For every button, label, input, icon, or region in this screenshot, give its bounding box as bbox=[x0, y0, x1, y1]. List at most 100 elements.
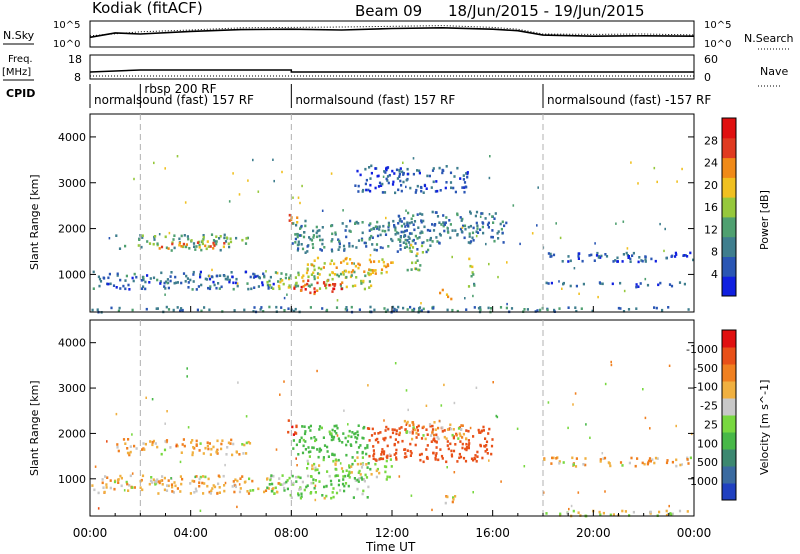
heatmap-cell bbox=[549, 252, 552, 256]
heatmap-cell bbox=[441, 288, 444, 292]
heatmap-cell bbox=[491, 229, 494, 232]
heatmap-cell bbox=[433, 439, 436, 443]
heatmap-cell bbox=[384, 436, 387, 440]
heatmap-cell bbox=[399, 217, 402, 221]
heatmap-cell bbox=[671, 512, 674, 516]
heatmap-cell bbox=[140, 279, 143, 282]
heatmap-cell bbox=[94, 465, 97, 468]
heatmap-cell bbox=[141, 234, 144, 237]
heatmap-cell bbox=[545, 512, 548, 515]
heatmap-cell bbox=[110, 306, 113, 310]
heatmap-cell bbox=[491, 235, 494, 239]
heatmap-cell bbox=[687, 462, 690, 465]
heatmap-cell bbox=[170, 271, 173, 274]
heatmap-cell bbox=[318, 287, 322, 290]
heatmap-cell bbox=[116, 274, 119, 277]
heatmap-cell bbox=[199, 275, 202, 279]
heatmap-cell bbox=[340, 284, 342, 288]
heatmap-cell bbox=[140, 245, 143, 249]
heatmap-cell bbox=[145, 307, 148, 311]
heatmap-cell bbox=[263, 274, 266, 278]
heatmap-cell bbox=[270, 489, 273, 493]
heatmap-cell bbox=[385, 216, 387, 220]
heatmap-cell bbox=[344, 257, 347, 261]
heatmap-cell bbox=[471, 265, 474, 269]
heatmap-cell bbox=[212, 241, 215, 245]
heatmap-cell bbox=[227, 441, 230, 445]
heatmap-cell bbox=[186, 235, 189, 238]
heatmap-cell bbox=[161, 483, 164, 486]
velocity-colorbar-tick: -1000 bbox=[686, 343, 718, 356]
heatmap-cell bbox=[630, 456, 633, 460]
heatmap-cell bbox=[364, 274, 367, 278]
heatmap-cell bbox=[375, 459, 378, 462]
heatmap-cell bbox=[426, 455, 429, 459]
heatmap-cell bbox=[297, 243, 300, 246]
heatmap-cell bbox=[355, 220, 358, 224]
heatmap-cell bbox=[382, 452, 386, 456]
heatmap-cell bbox=[340, 261, 343, 264]
heatmap-cell bbox=[218, 491, 221, 494]
heatmap-cell bbox=[405, 422, 409, 425]
heatmap-cell bbox=[410, 232, 413, 235]
heatmap-cell bbox=[356, 462, 359, 466]
heatmap-cell bbox=[333, 284, 336, 287]
heatmap-cell bbox=[171, 490, 174, 493]
heatmap-cell bbox=[232, 281, 235, 285]
heatmap-cell bbox=[415, 267, 418, 271]
heatmap-cell bbox=[392, 219, 395, 223]
heatmap-cell bbox=[485, 448, 489, 451]
heatmap-cell bbox=[438, 419, 441, 423]
heatmap-cell bbox=[634, 464, 637, 468]
heatmap-cell bbox=[484, 217, 487, 220]
heatmap-cell bbox=[569, 284, 572, 288]
heatmap-cell bbox=[558, 462, 561, 465]
heatmap-cell bbox=[420, 189, 423, 193]
heatmap-cell bbox=[679, 463, 682, 467]
heatmap-cell bbox=[345, 225, 348, 228]
velocity-colorbar-tick: 100 bbox=[697, 437, 718, 450]
heatmap-cell bbox=[670, 513, 673, 516]
heatmap-cell bbox=[386, 308, 389, 312]
heatmap-cell bbox=[644, 255, 647, 258]
heatmap-cell bbox=[361, 436, 364, 440]
heatmap-cell bbox=[357, 424, 360, 427]
heatmap-cell bbox=[607, 461, 610, 464]
heatmap-cell bbox=[193, 491, 196, 494]
heatmap-cell bbox=[450, 186, 453, 190]
heatmap-cell bbox=[330, 435, 334, 438]
heatmap-cell bbox=[341, 482, 345, 486]
heatmap-cell bbox=[216, 452, 219, 455]
heatmap-cell bbox=[269, 275, 272, 279]
heatmap-cell bbox=[194, 248, 197, 251]
heatmap-cell bbox=[295, 425, 298, 429]
heatmap-cell bbox=[391, 239, 394, 243]
heatmap-cell bbox=[621, 464, 624, 467]
heatmap-cell bbox=[328, 283, 331, 287]
heatmap-cell bbox=[304, 251, 307, 254]
heatmap-cell bbox=[363, 270, 366, 273]
heatmap-cell bbox=[108, 272, 111, 276]
heatmap-cell bbox=[302, 235, 306, 239]
heatmap-cell bbox=[376, 234, 380, 238]
heatmap-cell bbox=[577, 511, 580, 514]
heatmap-cell bbox=[281, 474, 284, 477]
heatmap-cell bbox=[354, 432, 357, 435]
heatmap-cell bbox=[366, 446, 369, 449]
heatmap-cell bbox=[454, 190, 457, 194]
heatmap-cell bbox=[247, 440, 250, 444]
heatmap-cell bbox=[215, 242, 218, 246]
heatmap-cell bbox=[356, 478, 359, 482]
heatmap-cell bbox=[249, 275, 252, 279]
heatmap-cell bbox=[181, 477, 184, 481]
heatmap-cell bbox=[615, 222, 617, 225]
heatmap-cell bbox=[610, 360, 612, 364]
heatmap-cell bbox=[339, 462, 342, 465]
heatmap-cell bbox=[619, 281, 622, 285]
power-colorbar-swatch bbox=[722, 137, 736, 159]
heatmap-cell bbox=[387, 224, 391, 227]
heatmap-cell bbox=[667, 306, 670, 309]
heatmap-cell bbox=[358, 308, 361, 311]
heatmap-cell bbox=[473, 306, 476, 309]
heatmap-cell bbox=[347, 270, 350, 274]
